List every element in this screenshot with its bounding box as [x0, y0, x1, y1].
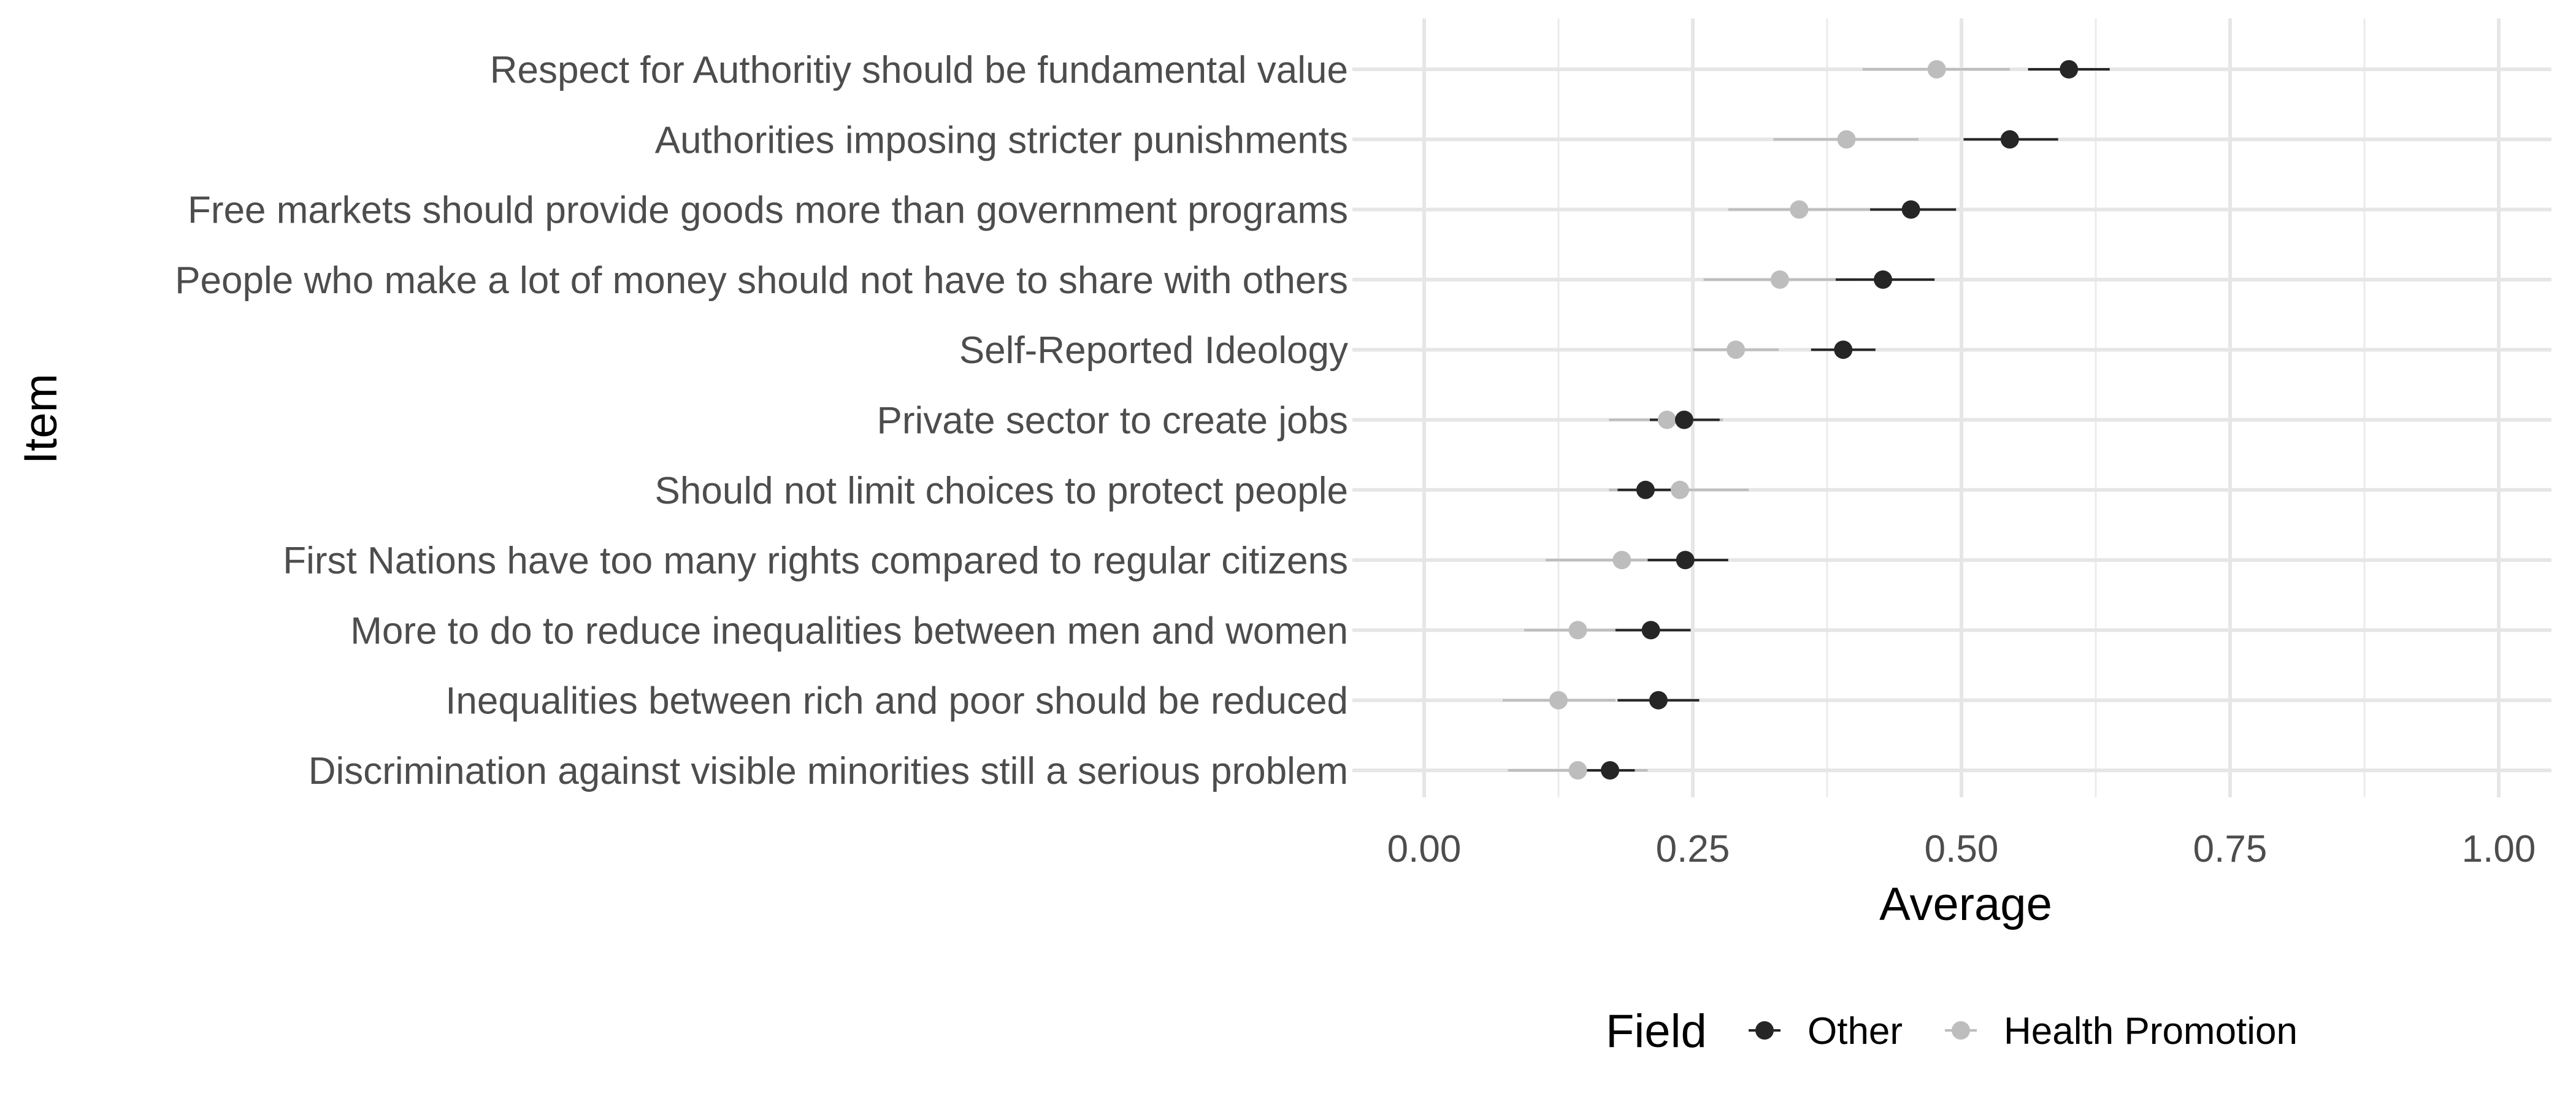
x-tick-label: 0.75 — [2193, 828, 2267, 870]
y-tick-label: Authorities imposing stricter punishment… — [655, 119, 1348, 161]
y-tick-label: Should not limit choices to protect peop… — [655, 470, 1348, 512]
data-point — [1612, 551, 1631, 570]
x-tick-label: 1.00 — [2462, 828, 2536, 870]
data-point — [1676, 551, 1695, 570]
legend-label: Other — [1807, 1010, 1903, 1052]
legend-key-point — [1952, 1021, 1970, 1040]
y-tick-label: More to do to reduce inequalities betwee… — [350, 610, 1348, 652]
data-point — [1874, 270, 1893, 289]
y-tick-label: People who make a lot of money should no… — [175, 259, 1348, 302]
x-tick-label: 0.50 — [1925, 828, 1999, 870]
data-point — [1834, 340, 1853, 359]
data-point — [1727, 340, 1746, 359]
data-point — [1790, 200, 1809, 219]
data-point — [1568, 761, 1587, 780]
data-point — [1770, 270, 1789, 289]
legend: Field Other Health Promotion — [1606, 1005, 2298, 1057]
legend-label: Health Promotion — [2004, 1010, 2298, 1052]
data-point — [1601, 761, 1620, 780]
label-layer: 0.00 0.25 0.50 0.75 1.00 Respect for Authorit… — [175, 49, 2536, 870]
x-tick-label: 0.25 — [1656, 828, 1730, 870]
data-point — [1549, 691, 1568, 710]
y-tick-label: First Nations have too many rights compa… — [283, 540, 1348, 582]
x-tick-label: 0.00 — [1387, 828, 1462, 870]
legend-title: Field — [1606, 1005, 1707, 1057]
data-point — [1674, 410, 1693, 429]
legend-items: Other Health Promotion — [1749, 1010, 2298, 1052]
y-tick-label: Free markets should provide goods more t… — [188, 190, 1348, 232]
data-point — [2060, 60, 2079, 79]
y-axis-title: Item — [15, 374, 67, 464]
x-axis-title: Average — [1879, 878, 2052, 930]
data-point — [1649, 691, 1668, 710]
data-point — [1657, 410, 1676, 429]
y-tick-label: Inequalities between rich and poor shoul… — [445, 680, 1348, 723]
y-tick-label: Private sector to create jobs — [877, 400, 1348, 442]
data-point — [1670, 480, 1689, 499]
data-point — [1927, 60, 1946, 79]
data-point — [1641, 621, 1660, 640]
point-layer — [1549, 60, 2079, 780]
data-point — [1636, 480, 1655, 499]
y-tick-label: Self-Reported Ideology — [959, 329, 1348, 372]
legend-item: Other — [1749, 1010, 1903, 1052]
data-point — [1568, 621, 1587, 640]
legend-key-point — [1755, 1021, 1774, 1040]
data-point — [2000, 130, 2019, 149]
y-tick-label: Respect for Authoritiy should be fundame… — [490, 49, 1348, 91]
data-point — [1901, 200, 1920, 219]
y-tick-label: Discrimination against visible minoritie… — [309, 750, 1348, 792]
data-point — [1837, 130, 1856, 149]
legend-item: Health Promotion — [1945, 1010, 2298, 1052]
grid-layer — [1352, 18, 2551, 797]
